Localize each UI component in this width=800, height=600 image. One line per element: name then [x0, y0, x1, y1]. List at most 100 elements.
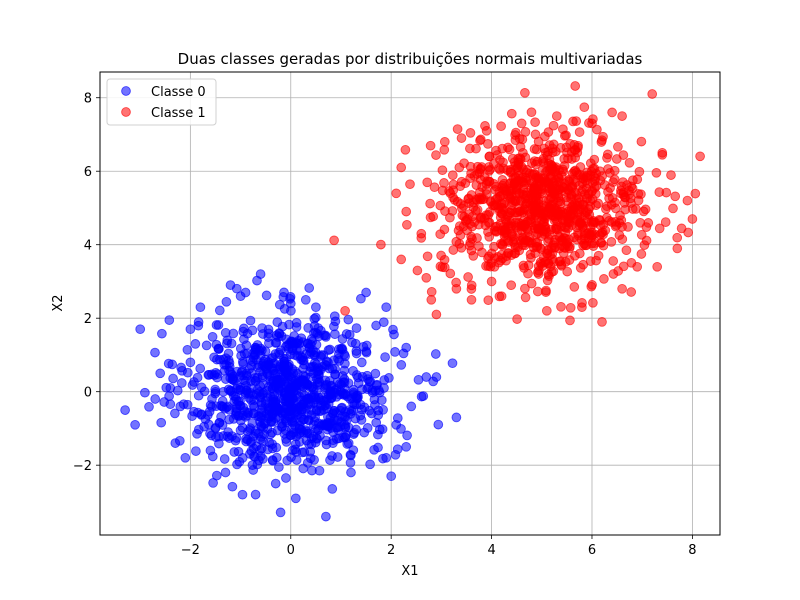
- series-0-points: [120, 269, 462, 522]
- data-point: [302, 426, 312, 437]
- data-point: [361, 346, 372, 357]
- data-point: [157, 328, 167, 339]
- data-point: [624, 157, 635, 168]
- data-point: [319, 404, 329, 415]
- data-point: [471, 143, 481, 154]
- data-point: [618, 261, 629, 272]
- data-point: [510, 195, 521, 206]
- data-point: [614, 218, 625, 228]
- data-point: [595, 220, 606, 231]
- data-point: [429, 182, 440, 193]
- data-point: [515, 206, 526, 217]
- data-point: [155, 368, 166, 379]
- data-point: [572, 215, 583, 226]
- data-point: [274, 299, 285, 310]
- data-point: [219, 454, 230, 464]
- data-point: [281, 473, 291, 483]
- data-point: [182, 344, 193, 355]
- data-point: [591, 200, 601, 211]
- data-point: [425, 140, 436, 151]
- data-point: [426, 294, 437, 305]
- data-point: [222, 335, 233, 346]
- data-point: [402, 219, 412, 230]
- data-point: [182, 367, 193, 378]
- data-point: [574, 169, 585, 180]
- data-point: [500, 227, 511, 238]
- data-point: [601, 212, 612, 223]
- data-point: [529, 169, 540, 180]
- data-point: [315, 395, 325, 405]
- data-point: [578, 240, 588, 251]
- data-point: [340, 411, 351, 422]
- data-point: [421, 272, 432, 283]
- data-point: [321, 435, 331, 446]
- data-point: [504, 144, 515, 155]
- data-point: [356, 293, 366, 304]
- legend-marker: [121, 107, 131, 117]
- data-point: [448, 179, 459, 190]
- data-point: [210, 384, 221, 395]
- data-point: [520, 152, 531, 163]
- data-point: [343, 378, 354, 388]
- data-point: [541, 305, 552, 316]
- data-point: [518, 177, 529, 188]
- data-point: [500, 198, 510, 208]
- data-point: [543, 269, 554, 280]
- data-point: [279, 428, 290, 439]
- data-point: [541, 285, 551, 296]
- data-point: [380, 352, 390, 362]
- data-point: [672, 232, 683, 243]
- data-point: [316, 350, 327, 360]
- data-point: [267, 439, 278, 449]
- data-point: [471, 180, 482, 190]
- y-axis-ticks: −2 0 2 4 6 8: [73, 92, 100, 474]
- data-point: [245, 315, 256, 326]
- data-point: [422, 177, 433, 188]
- data-point: [267, 410, 278, 420]
- data-point: [392, 444, 403, 455]
- data-point: [476, 212, 487, 223]
- data-point: [228, 414, 239, 424]
- data-point: [475, 135, 485, 146]
- data-point: [247, 460, 258, 470]
- data-point: [451, 236, 462, 247]
- data-point: [267, 455, 278, 466]
- data-point: [392, 413, 403, 423]
- data-point: [451, 412, 462, 423]
- data-point: [235, 400, 245, 411]
- data-point: [319, 419, 329, 429]
- data-point: [610, 203, 621, 214]
- scatter-points: [120, 81, 705, 522]
- data-point: [581, 183, 592, 194]
- data-point: [602, 153, 612, 163]
- data-point: [525, 237, 535, 248]
- data-point: [371, 417, 382, 428]
- data-point: [540, 147, 551, 158]
- data-point: [466, 280, 477, 291]
- data-point: [190, 339, 201, 349]
- data-point: [445, 268, 456, 279]
- data-point: [290, 366, 300, 377]
- data-point: [687, 214, 698, 224]
- data-point: [391, 188, 402, 199]
- data-point: [323, 357, 333, 368]
- data-point: [250, 342, 261, 353]
- data-point: [340, 305, 350, 316]
- data-point: [608, 256, 619, 266]
- data-point: [159, 397, 170, 407]
- data-point: [250, 376, 261, 386]
- data-point: [616, 185, 626, 196]
- data-point: [291, 406, 302, 417]
- data-point: [484, 231, 495, 242]
- data-point: [682, 195, 693, 206]
- data-point: [586, 281, 597, 292]
- data-point: [577, 298, 587, 308]
- data-point: [499, 178, 509, 189]
- data-point: [376, 239, 386, 250]
- data-point: [520, 87, 530, 98]
- data-point: [666, 170, 676, 180]
- data-point: [174, 435, 185, 446]
- data-point: [636, 136, 647, 147]
- data-point: [543, 236, 553, 247]
- data-point: [228, 328, 239, 339]
